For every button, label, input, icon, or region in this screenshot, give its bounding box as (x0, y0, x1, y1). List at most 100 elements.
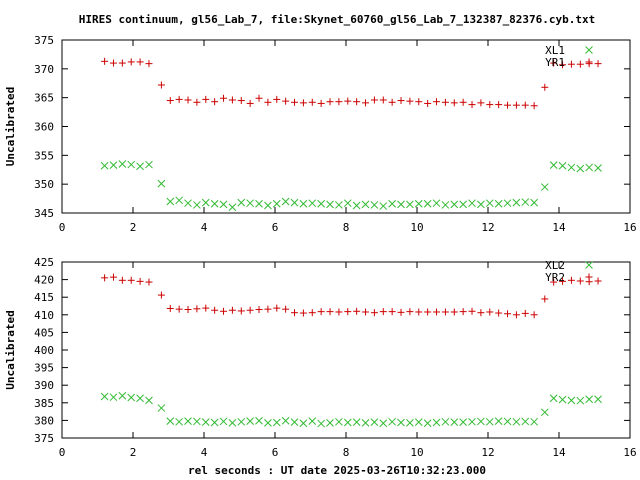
data-point (541, 83, 549, 91)
data-point (220, 94, 228, 102)
data-point (202, 95, 210, 103)
data-point (530, 198, 539, 207)
data-point (549, 394, 558, 403)
data-point (406, 97, 414, 105)
legend-marker (585, 58, 593, 66)
data-point (145, 160, 153, 169)
data-point (184, 306, 192, 314)
data-point (335, 417, 343, 426)
data-point (127, 160, 136, 169)
data-point (512, 417, 521, 426)
data-point (486, 308, 494, 316)
data-point (486, 101, 494, 109)
data-point (255, 416, 263, 425)
data-point (468, 417, 476, 426)
x-tick-label: 12 (481, 221, 494, 234)
data-point (264, 201, 272, 210)
y-axis-label: Uncalibrated (4, 87, 17, 166)
data-point (468, 199, 476, 208)
data-point (521, 101, 529, 109)
data-point (594, 395, 602, 404)
data-point (255, 199, 263, 208)
data-point (485, 199, 494, 208)
x-tick-label: 14 (552, 221, 566, 234)
data-point (415, 308, 423, 316)
y-tick-label: 380 (34, 414, 54, 427)
data-point (585, 395, 594, 404)
data-point (184, 417, 192, 425)
legend-label: XL1 (545, 44, 565, 57)
data-point (379, 96, 387, 104)
data-point (101, 57, 109, 65)
data-point (273, 95, 281, 103)
data-point (145, 60, 153, 68)
y-tick-label: 395 (34, 362, 54, 375)
data-point (118, 276, 126, 284)
data-point (184, 199, 192, 208)
data-point (211, 98, 219, 106)
data-point (246, 417, 255, 425)
x-tick-label: 16 (623, 446, 636, 459)
data-point (594, 60, 602, 68)
x-axis-label: rel seconds : UT date 2025-03-26T10:32:2… (188, 464, 486, 477)
data-point (379, 308, 387, 316)
data-point (299, 419, 308, 428)
x-tick-label: 4 (201, 221, 208, 234)
data-point (291, 98, 299, 106)
data-point (228, 96, 236, 104)
data-point (175, 305, 183, 313)
data-point (166, 417, 175, 425)
data-point (512, 198, 521, 207)
data-point (273, 304, 281, 312)
data-point (127, 58, 135, 66)
y-tick-label: 420 (34, 274, 54, 287)
y-tick-label: 410 (34, 309, 54, 322)
legend-marker (585, 273, 593, 281)
data-point (136, 162, 144, 171)
data-point (136, 277, 144, 285)
data-point (361, 200, 370, 209)
data-point (281, 197, 290, 206)
data-point (477, 200, 485, 209)
data-point (495, 309, 503, 317)
data-point (326, 98, 334, 106)
data-point (459, 98, 467, 106)
data-point (541, 295, 549, 303)
y-tick-label: 415 (34, 291, 54, 304)
data-point (335, 308, 343, 316)
data-point (414, 418, 423, 427)
data-point (317, 308, 325, 316)
x-tick-label: 16 (623, 221, 636, 234)
data-point (145, 396, 153, 405)
data-point (127, 276, 135, 284)
data-point (100, 161, 109, 170)
data-point (237, 198, 246, 207)
y-tick-label: 405 (34, 326, 54, 339)
data-point (424, 308, 432, 316)
data-point (246, 99, 254, 107)
data-point (379, 419, 388, 428)
data-point (362, 99, 370, 107)
data-point (423, 199, 432, 208)
data-point (157, 291, 165, 299)
data-point (459, 200, 468, 209)
x-tick-label: 6 (272, 446, 279, 459)
data-point (175, 417, 184, 426)
series-XL1 (100, 160, 602, 212)
data-point (127, 393, 136, 402)
data-point (237, 307, 245, 315)
data-point (228, 306, 236, 314)
data-point (282, 305, 290, 313)
data-point (540, 408, 549, 417)
data-point (246, 199, 255, 208)
panels: 345 350 355 360 365 370 375 0 2 4 6 8 10 12 14 16 Uncali… (4, 34, 637, 459)
data-point (388, 417, 397, 426)
x-tick-label: 12 (481, 446, 494, 459)
data-point (326, 419, 334, 427)
data-point (290, 198, 299, 207)
data-point (397, 308, 405, 316)
legend-marker (585, 261, 593, 269)
data-point (264, 305, 272, 313)
data-point (220, 307, 228, 315)
